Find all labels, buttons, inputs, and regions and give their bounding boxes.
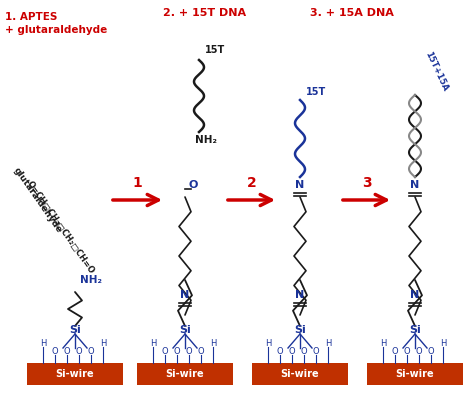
Text: H: H xyxy=(100,339,106,348)
Text: O: O xyxy=(392,346,398,355)
Text: Si: Si xyxy=(179,325,191,335)
Text: H: H xyxy=(40,339,46,348)
Text: H: H xyxy=(380,339,386,348)
Text: Si-wire: Si-wire xyxy=(281,369,319,379)
Text: Si: Si xyxy=(69,325,81,335)
Text: NH₂: NH₂ xyxy=(195,135,217,145)
Text: 1. APTES: 1. APTES xyxy=(5,12,57,22)
Text: 15T: 15T xyxy=(205,45,225,55)
Text: H: H xyxy=(440,339,446,348)
Text: O: O xyxy=(404,346,410,355)
Text: O: O xyxy=(416,346,422,355)
Bar xyxy=(367,363,463,385)
Text: H: H xyxy=(325,339,331,348)
Text: glutaraldehyde: glutaraldehyde xyxy=(12,166,64,234)
Text: 1: 1 xyxy=(133,176,142,190)
Text: O: O xyxy=(76,346,82,355)
Text: Si: Si xyxy=(294,325,306,335)
Text: O: O xyxy=(88,346,94,355)
Text: O: O xyxy=(277,346,283,355)
Text: O: O xyxy=(301,346,307,355)
Bar xyxy=(137,363,233,385)
Text: O=CH□CH₂□CH₂□CH=O: O=CH□CH₂□CH₂□CH=O xyxy=(25,180,96,276)
Text: H: H xyxy=(265,339,271,348)
Text: Si-wire: Si-wire xyxy=(55,369,94,379)
Text: O: O xyxy=(428,346,434,355)
Text: N: N xyxy=(410,180,419,190)
Text: 2: 2 xyxy=(246,176,256,190)
Text: NH₂: NH₂ xyxy=(80,275,102,285)
Bar xyxy=(27,363,123,385)
Text: O: O xyxy=(313,346,319,355)
Text: O: O xyxy=(52,346,58,355)
Text: 15T+15A: 15T+15A xyxy=(423,50,449,93)
Text: Si-wire: Si-wire xyxy=(166,369,204,379)
Text: Si-wire: Si-wire xyxy=(396,369,434,379)
Text: N: N xyxy=(181,290,190,300)
Text: O: O xyxy=(289,346,295,355)
Text: H: H xyxy=(150,339,156,348)
Text: O: O xyxy=(173,346,180,355)
Text: Si: Si xyxy=(409,325,421,335)
Text: O: O xyxy=(162,346,168,355)
Text: 15T: 15T xyxy=(306,87,326,97)
Bar xyxy=(252,363,348,385)
Text: O: O xyxy=(198,346,204,355)
Text: N: N xyxy=(295,180,305,190)
Text: H: H xyxy=(210,339,216,348)
Text: O: O xyxy=(186,346,192,355)
Text: N: N xyxy=(410,290,419,300)
Text: O: O xyxy=(64,346,70,355)
Text: + glutaraldehyde: + glutaraldehyde xyxy=(5,25,107,35)
Text: 3: 3 xyxy=(362,176,371,190)
Text: N: N xyxy=(295,290,305,300)
Text: O: O xyxy=(188,180,198,190)
Text: 3. + 15A DNA: 3. + 15A DNA xyxy=(310,8,394,18)
Text: 2. + 15T DNA: 2. + 15T DNA xyxy=(163,8,246,18)
